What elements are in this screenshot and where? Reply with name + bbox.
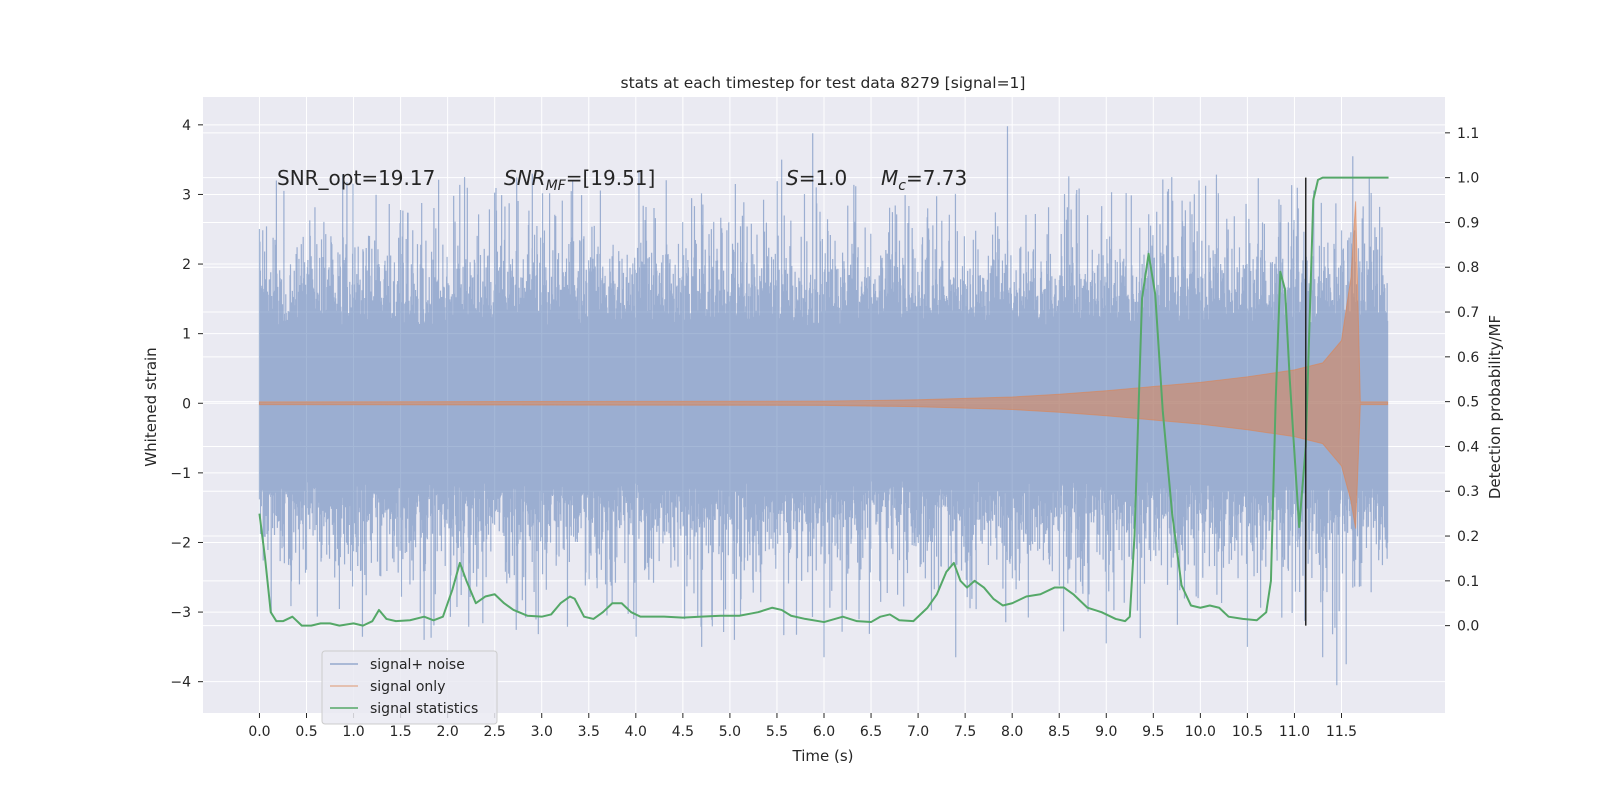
- snr-opt-annotation: SNR_opt=19.17: [277, 166, 435, 190]
- y-left-tick-label: 4: [182, 118, 191, 134]
- signal-only-trace: [258, 201, 1389, 529]
- y-left-tick-label: 3: [182, 187, 191, 203]
- legend-label-stats: signal statistics: [370, 701, 478, 717]
- y-right-tick-label: 0.2: [1457, 529, 1479, 545]
- x-tick-label: 10.5: [1232, 724, 1263, 740]
- x-tick-label: 1.0: [342, 724, 364, 740]
- legend-box: [321, 650, 498, 725]
- y-axis-right-label: Detection probability/MF: [1486, 315, 1504, 499]
- x-tick-label: 11.5: [1326, 724, 1357, 740]
- x-tick-label: 4.5: [672, 724, 694, 740]
- y-right-tick-label: 1.0: [1457, 171, 1479, 187]
- signal-only-series: [258, 201, 1389, 529]
- snr-mf-value: =[19.51]: [566, 166, 656, 190]
- y-right-tick-label: 0.5: [1457, 395, 1479, 411]
- x-tick-label: 8.5: [1048, 724, 1070, 740]
- x-tick-label: 1.5: [389, 724, 411, 740]
- x-tick-label: 9.5: [1142, 724, 1164, 740]
- x-tick-label: 2.0: [437, 724, 459, 740]
- signal-statistics-line: [258, 176, 1389, 627]
- mc-value: =7.73: [906, 166, 967, 190]
- chart-title: stats at each timestep for test data 827…: [621, 74, 1026, 92]
- y-right-tick-label: 0.4: [1457, 439, 1479, 455]
- signal-statistics-series: [258, 176, 1389, 627]
- x-tick-label: 9.0: [1095, 724, 1117, 740]
- mc-annotation: Mc=7.73: [881, 166, 967, 194]
- y-right-tick-label: 0.7: [1457, 305, 1479, 321]
- x-tick-label: 0.0: [248, 724, 270, 740]
- x-tick-label: 10.0: [1185, 724, 1216, 740]
- x-tick-label: 8.0: [1001, 724, 1023, 740]
- legend-label-signal: signal only: [370, 679, 445, 695]
- y-left-tick-label: −4: [170, 675, 191, 691]
- legend: signal+ noise signal only signal statist…: [321, 650, 498, 725]
- y-axis-right-ticks: 1.1 1.0 0.9 0.8 0.7 0.6 0.5 0.4 0.3 0.2 0.1 0.0: [1445, 126, 1479, 635]
- y-right-tick-label: 0.0: [1457, 619, 1479, 635]
- y-right-tick-label: 0.8: [1457, 260, 1479, 276]
- x-tick-label: 11.0: [1279, 724, 1310, 740]
- x-tick-label: 2.5: [484, 724, 506, 740]
- snr-mf-name: SNR: [504, 166, 546, 190]
- y-right-tick-label: 1.1: [1457, 126, 1479, 142]
- y-left-tick-label: 2: [182, 257, 191, 273]
- mc-name: M: [881, 166, 898, 190]
- y-axis-left-label: Whitened strain: [142, 347, 160, 466]
- y-left-tick-label: 1: [182, 327, 191, 343]
- snr-mf-annotation: SNRMF=[19.51]: [504, 166, 655, 194]
- s-value: =1.0: [799, 166, 848, 190]
- y-axis-left-ticks: 4 3 2 1 0 −1 −2 −3 −4: [170, 118, 203, 691]
- x-tick-label: 4.0: [625, 724, 647, 740]
- y-left-tick-label: −3: [170, 605, 191, 621]
- y-left-tick-label: −1: [170, 466, 191, 482]
- x-axis-label: Time (s): [792, 747, 854, 765]
- x-tick-label: 6.0: [813, 724, 835, 740]
- x-tick-label: 6.5: [860, 724, 882, 740]
- x-tick-label: 0.5: [295, 724, 317, 740]
- x-tick-label: 5.5: [766, 724, 788, 740]
- y-left-tick-label: 0: [182, 396, 191, 412]
- s-name: S: [786, 166, 799, 190]
- y-right-tick-label: 0.3: [1457, 484, 1479, 500]
- legend-label-noise: signal+ noise: [370, 657, 465, 673]
- x-axis-ticks: 0.0 0.5 1.0 1.5 2.0 2.5 3.0 3.5 4.0 4.5 5.0 5.5 6.0 6…: [248, 713, 1357, 740]
- mc-subscript: c: [898, 178, 906, 194]
- x-tick-label: 7.5: [954, 724, 976, 740]
- x-tick-label: 5.0: [719, 724, 741, 740]
- y-left-tick-label: −2: [170, 535, 191, 551]
- y-right-tick-label: 0.6: [1457, 350, 1479, 366]
- s-annotation: S=1.0: [786, 166, 847, 190]
- y-right-tick-label: 0.9: [1457, 215, 1479, 231]
- x-tick-label: 3.5: [578, 724, 600, 740]
- x-tick-label: 7.0: [907, 724, 929, 740]
- x-tick-label: 3.0: [531, 724, 553, 740]
- y-right-tick-label: 0.1: [1457, 574, 1479, 590]
- snr-mf-subscript: MF: [546, 178, 567, 194]
